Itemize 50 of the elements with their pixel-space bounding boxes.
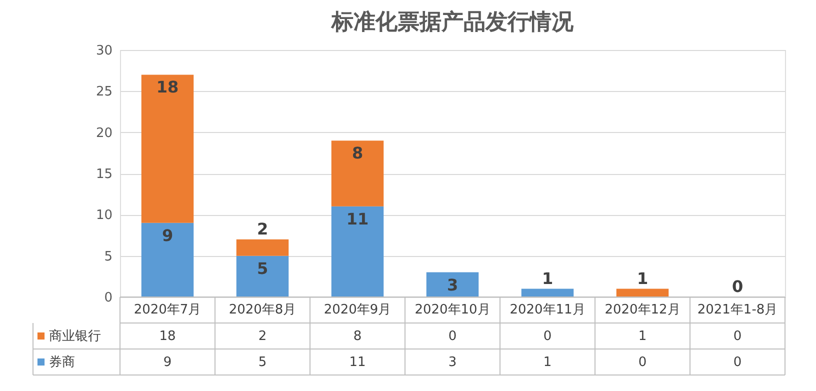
annotation: 11 <box>346 209 369 228</box>
data-label: 8 <box>353 329 362 344</box>
data-label: 1 <box>543 355 552 370</box>
x-tick-label: 2020年11月 <box>510 302 586 318</box>
x-tick-label: 2020年7月 <box>134 302 202 318</box>
annotation: 5 <box>256 258 268 278</box>
legend-label: 商业银行 <box>49 329 101 344</box>
x-tick-label: 2020年9月 <box>324 302 392 318</box>
bar <box>236 256 289 297</box>
y-tick-label: 25 <box>96 84 112 100</box>
bar <box>616 288 669 297</box>
bar <box>236 239 289 256</box>
y-tick-label: 20 <box>96 126 112 141</box>
bar <box>426 272 479 297</box>
annotation: 1 <box>542 268 554 288</box>
x-tick-label: 2020年12月 <box>604 302 680 318</box>
bar <box>521 288 574 297</box>
chart-title: 标准化票据产品发行情况 <box>330 9 574 35</box>
annotation: 2 <box>256 219 268 238</box>
annotation: 8 <box>352 144 364 163</box>
data-label: 5 <box>258 355 267 370</box>
annotation: 18 <box>156 78 179 97</box>
bar <box>331 206 384 297</box>
y-tick-label: 10 <box>96 208 112 224</box>
data-label: 0 <box>733 355 742 370</box>
bar <box>141 222 194 297</box>
data-label: 11 <box>349 355 366 370</box>
data-label: 2 <box>258 329 267 344</box>
y-tick-label: 0 <box>104 290 112 306</box>
x-tick-label: 2021年1-8月 <box>697 302 778 318</box>
y-tick-label: 30 <box>96 44 112 58</box>
data-label: 3 <box>448 355 457 370</box>
bar <box>141 74 194 223</box>
data-label: 1 <box>638 329 647 344</box>
data-label: 0 <box>733 329 742 344</box>
x-tick-label: 2020年10月 <box>414 302 490 318</box>
x-tick-label: 2020年8月 <box>228 302 296 318</box>
annotation: 1 <box>636 268 648 288</box>
data-label: 18 <box>159 329 176 344</box>
annotation: 9 <box>162 226 174 245</box>
y-tick-label: 5 <box>104 249 112 264</box>
annotation: 0 <box>732 277 744 296</box>
data-label: 0 <box>448 329 457 344</box>
annotation: 3 <box>446 275 458 294</box>
data-label: 0 <box>638 355 647 370</box>
data-label: 0 <box>543 329 552 344</box>
legend-label: 券商 <box>49 355 75 370</box>
y-tick-label: 15 <box>96 167 112 182</box>
bar <box>331 140 384 206</box>
data-label: 9 <box>163 355 172 370</box>
